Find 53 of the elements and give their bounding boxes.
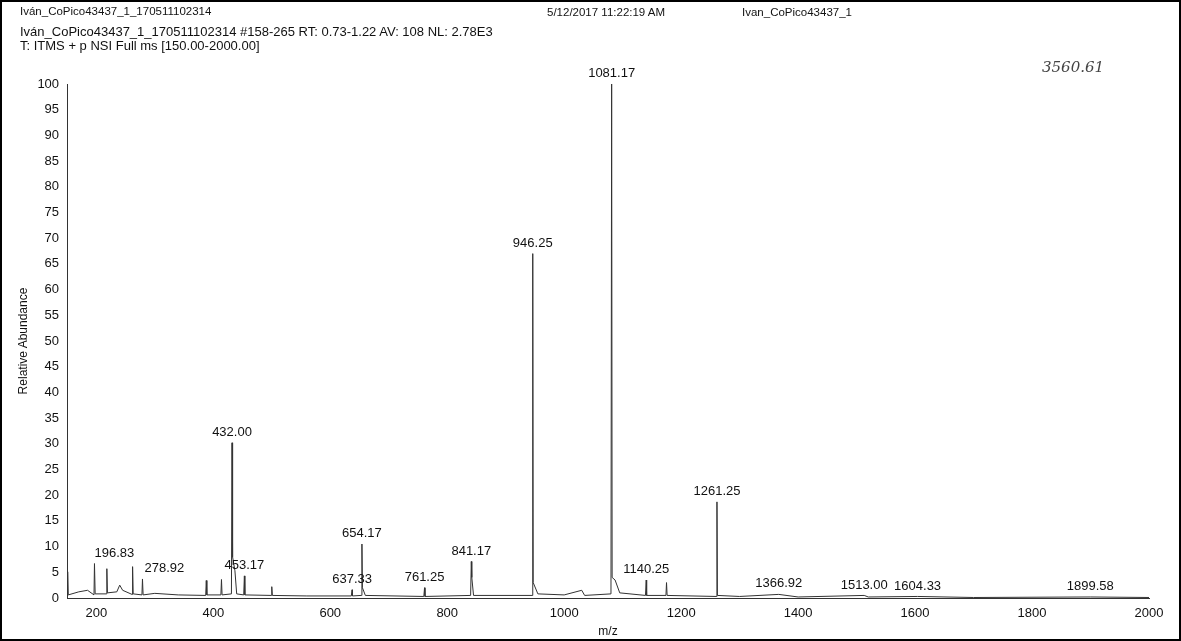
x-tick-label: 1400	[783, 605, 813, 621]
x-tick-label: 1000	[549, 605, 579, 621]
x-tick-label: 600	[319, 605, 342, 621]
text: 5/12/2017 11:22:19 AM	[547, 6, 666, 18]
y-tick-label: 60	[44, 281, 60, 297]
x-tick-label: 800	[436, 605, 459, 621]
annotation: 196.83	[94, 544, 135, 560]
y-tick-label: 0	[51, 589, 60, 605]
y-tick-label: 10	[44, 538, 60, 554]
y-tick-label: 35	[44, 409, 60, 425]
y-tick-label: 100	[37, 75, 60, 91]
y-tick-label: 80	[44, 178, 60, 194]
y-axis-title: Relative Abundance	[15, 287, 30, 395]
text: 3560.61	[1042, 58, 1105, 76]
x-tick-label: 1200	[666, 605, 696, 621]
y-tick-label: 30	[44, 435, 60, 451]
annotation: 278.92	[144, 560, 185, 576]
annotation: 761.25	[404, 568, 445, 584]
annotation: 1604.33	[894, 577, 942, 593]
y-tick-label: 65	[44, 255, 60, 271]
x-tick-label: 1600	[900, 605, 930, 621]
y-tick-label: 50	[44, 332, 60, 348]
annotation: 1513.00	[840, 576, 888, 592]
y-tick-label: 95	[44, 101, 60, 117]
y-tick-label: 40	[44, 383, 60, 399]
y-tick-label: 55	[44, 306, 60, 322]
chart-subtitle: Iván_CoPico43437_1_170511102314 #158-265 RT: 0.73-1.22 AV: 108 NL: 2.78E3	[20, 24, 493, 39]
annotation: 1366.92	[755, 575, 803, 591]
annotation: 1899.58	[1066, 578, 1114, 594]
y-tick-label: 90	[44, 126, 60, 142]
y-tick-label: 15	[44, 512, 60, 528]
x-axis-title: m/z	[598, 624, 618, 639]
text: Ivan_CoPico43437_1	[742, 6, 852, 18]
y-tick-label: 75	[44, 204, 60, 220]
annotation: 1081.17	[588, 65, 636, 81]
x-tick-label: 400	[202, 605, 225, 621]
x-tick-label: 200	[85, 605, 108, 621]
y-tick-label: 25	[44, 461, 60, 477]
annotation: 946.25	[512, 234, 553, 250]
y-tick-label: 20	[44, 486, 60, 502]
x-tick-label: 2000	[1134, 605, 1164, 621]
y-tick-label: 45	[44, 358, 60, 374]
annotation: 432.00	[212, 423, 252, 439]
y-tick-label: 85	[44, 152, 60, 168]
chart-title: Iván_CoPico43437_1_170511102314	[20, 5, 212, 17]
annotation: 654.17	[342, 525, 382, 541]
annotation: 1140.25	[623, 561, 670, 577]
text: T: ITMS + p NSI Full ms [150.00-2000.00]	[20, 38, 260, 53]
y-tick-label: 70	[44, 229, 60, 245]
x-tick-label: 1800	[1017, 605, 1047, 621]
annotation: 841.17	[451, 542, 492, 558]
annotation: 1261.25	[693, 482, 741, 498]
y-tick-label: 5	[51, 563, 60, 579]
